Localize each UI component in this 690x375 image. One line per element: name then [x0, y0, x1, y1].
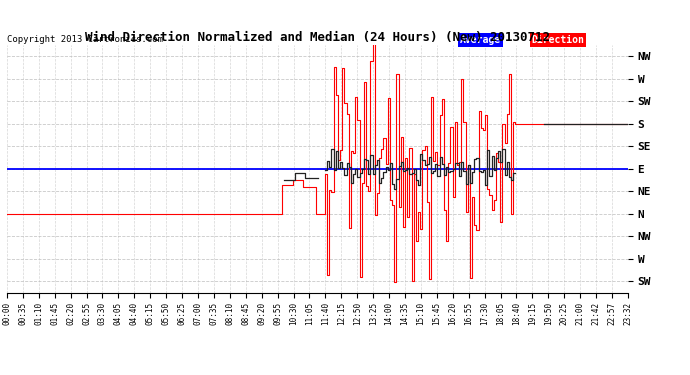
- Text: Copyright 2013 Cartronics.com: Copyright 2013 Cartronics.com: [7, 35, 163, 44]
- Text: Direction: Direction: [531, 35, 584, 45]
- Title: Wind Direction Normalized and Median (24 Hours) (New) 20130712: Wind Direction Normalized and Median (24…: [85, 31, 550, 44]
- Text: Average: Average: [460, 35, 502, 45]
